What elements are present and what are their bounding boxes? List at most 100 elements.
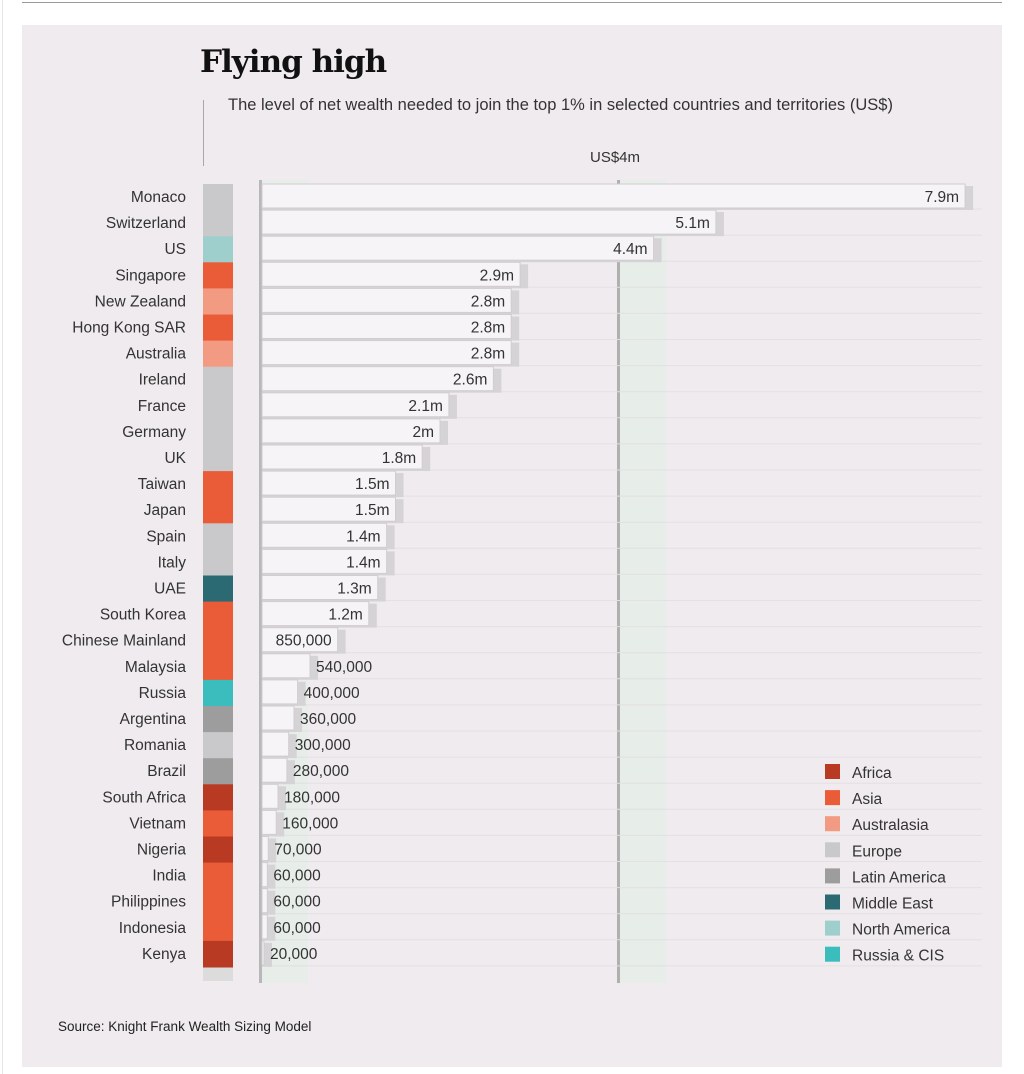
bar	[261, 627, 339, 653]
legend-label: Latin America	[852, 869, 946, 886]
bar	[261, 809, 277, 835]
bar	[261, 679, 299, 705]
category-label: US	[164, 241, 186, 258]
value-label: 1.4m	[346, 528, 380, 545]
category-label: France	[138, 398, 186, 415]
bar	[261, 888, 268, 914]
category-label: Japan	[144, 502, 186, 519]
legend-label: North America	[852, 922, 951, 939]
region-swatch	[203, 732, 233, 759]
legend-label: Middle East	[852, 896, 934, 913]
legend-swatch	[825, 764, 840, 779]
category-label: Chinese Mainland	[62, 633, 186, 650]
value-label: 400,000	[304, 685, 360, 702]
region-swatch	[203, 679, 233, 707]
category-label: Hong Kong SAR	[72, 320, 186, 337]
legend-label: Australasia	[852, 817, 929, 834]
page-edge-line	[2, 0, 3, 1074]
region-swatch	[203, 314, 233, 342]
region-swatch	[203, 784, 233, 811]
bar	[261, 940, 265, 966]
bar	[261, 705, 295, 731]
bar	[261, 783, 279, 809]
region-swatch	[203, 575, 233, 603]
value-label: 1.2m	[328, 607, 362, 624]
value-label: 60,000	[273, 894, 321, 911]
category-label: Switzerland	[106, 215, 186, 232]
bar	[261, 496, 396, 522]
value-label: 60,000	[273, 920, 321, 937]
category-label: South Korea	[100, 607, 187, 624]
bar-shadow	[262, 942, 272, 967]
region-swatch	[203, 601, 233, 629]
category-label: Romania	[124, 737, 186, 754]
bar	[261, 314, 512, 339]
value-label: 5.1m	[675, 215, 709, 232]
region-swatch	[203, 758, 233, 785]
value-label: 1.8m	[382, 450, 416, 467]
category-label: Germany	[122, 424, 186, 441]
baseline-axis	[259, 180, 262, 983]
value-label: 1.5m	[355, 502, 389, 519]
bar	[261, 836, 269, 861]
category-label: South Africa	[102, 789, 186, 806]
value-label: 1.4m	[346, 554, 380, 571]
reference-line	[617, 180, 620, 983]
region-swatch	[203, 862, 233, 890]
category-label: India	[152, 868, 186, 885]
category-label: UK	[164, 450, 186, 467]
subtitle-rule	[203, 100, 204, 166]
region-swatch	[203, 210, 233, 237]
value-label: 2m	[412, 424, 434, 441]
category-label: New Zealand	[95, 293, 186, 310]
value-label: 300,000	[295, 737, 351, 754]
value-label: 4.4m	[613, 241, 647, 258]
legend-swatch	[825, 842, 840, 858]
bar	[261, 209, 717, 235]
bar	[261, 287, 512, 313]
bar	[261, 366, 494, 392]
legend-swatch	[825, 868, 840, 884]
bar	[261, 392, 450, 418]
region-swatch	[203, 549, 233, 576]
value-label: 2.8m	[471, 320, 505, 337]
category-label: Monaco	[131, 189, 186, 206]
category-label: Vietnam	[129, 815, 186, 832]
legend-swatch	[825, 946, 840, 962]
legend-swatch	[825, 920, 840, 936]
category-label: Italy	[158, 554, 187, 571]
category-label: Argentina	[120, 711, 187, 728]
category-label: Russia	[139, 685, 187, 702]
legend-swatch	[825, 816, 840, 832]
legend-swatch	[825, 790, 840, 806]
category-label: UAE	[154, 581, 186, 598]
region-swatch	[203, 836, 233, 864]
bar	[261, 340, 512, 366]
category-label: Australia	[126, 346, 187, 363]
region-swatch	[203, 445, 233, 472]
category-label: Kenya	[142, 946, 186, 963]
legend-label: Russia & CIS	[852, 948, 944, 965]
bar	[261, 601, 370, 627]
region-swatch	[203, 523, 233, 550]
region-swatch	[203, 888, 233, 916]
bar	[261, 418, 441, 444]
category-label: Ireland	[139, 372, 186, 389]
value-label: 2.8m	[471, 346, 505, 363]
bar	[261, 548, 388, 574]
value-label: 1.5m	[355, 476, 389, 493]
value-label: 1.3m	[337, 581, 371, 598]
top-rule	[22, 2, 1002, 3]
region-swatch	[203, 810, 233, 837]
region-swatch	[203, 653, 233, 681]
bar	[261, 575, 379, 600]
legend-label: Africa	[852, 765, 892, 782]
category-label: Indonesia	[119, 920, 187, 937]
category-label: Taiwan	[138, 476, 186, 493]
value-label: 2.8m	[471, 293, 505, 310]
legend-label: Asia	[852, 791, 883, 808]
region-swatch	[203, 236, 233, 263]
chart-title: Flying high	[200, 44, 387, 80]
value-label: 280,000	[293, 763, 349, 780]
